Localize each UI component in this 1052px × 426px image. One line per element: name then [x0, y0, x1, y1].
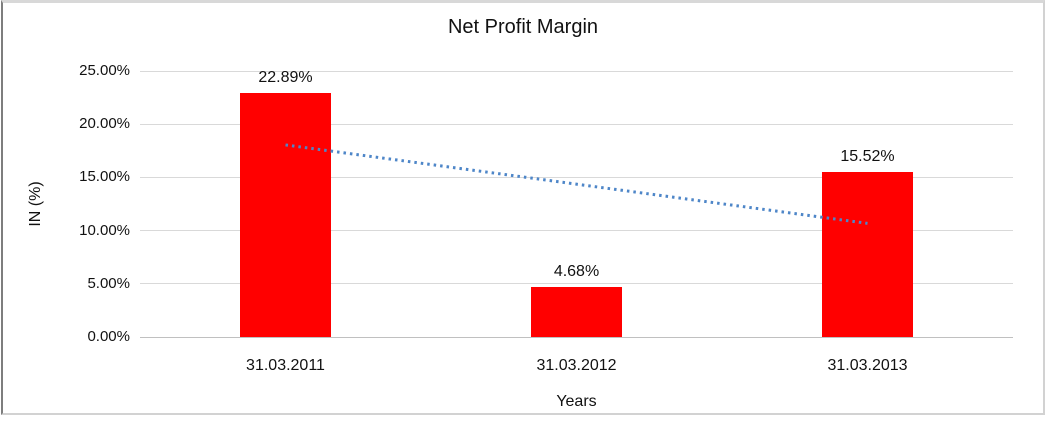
- x-axis-title: Years: [556, 393, 597, 410]
- bar: [531, 287, 622, 337]
- y-tick-label: 10.00%: [79, 221, 130, 239]
- x-category-label: 31.03.2012: [536, 357, 617, 374]
- gridline: [140, 70, 1013, 72]
- bar-data-label: 22.89%: [258, 69, 313, 87]
- x-axis-line: [140, 336, 1013, 338]
- y-tick-label: 15.00%: [79, 168, 130, 186]
- x-category-label: 31.03.2011: [246, 357, 325, 374]
- y-tick-label: 0.00%: [87, 328, 130, 345]
- y-tick-label: 5.00%: [87, 274, 130, 292]
- y-tick-label: 25.00%: [79, 62, 130, 79]
- bar: [822, 171, 913, 337]
- x-category-label: 31.03.2013: [827, 357, 908, 374]
- bar-data-label: 15.52%: [840, 147, 895, 165]
- gridline: [140, 283, 1013, 285]
- chart-title: Net Profit Margin: [447, 16, 599, 38]
- bar: [240, 93, 331, 337]
- bar-data-label: 4.68%: [553, 263, 600, 281]
- gridline: [140, 123, 1013, 125]
- gridline: [140, 230, 1013, 232]
- y-tick-label: 20.00%: [79, 115, 130, 133]
